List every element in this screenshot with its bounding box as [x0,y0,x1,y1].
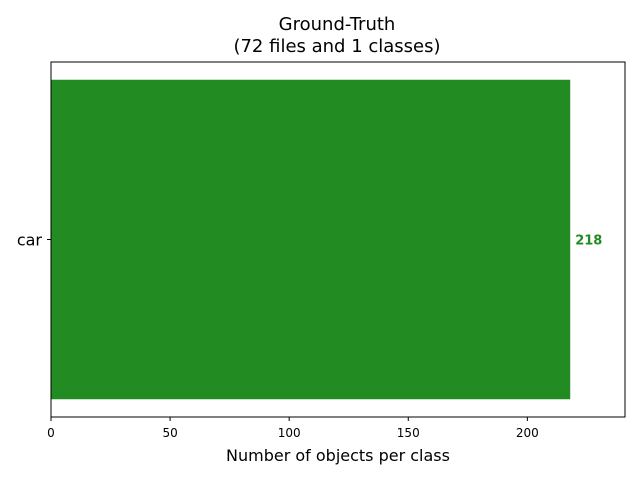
x-axis-label: Number of objects per class [226,446,450,465]
x-tick-label: 0 [47,426,55,440]
value-label-car: 218 [575,234,602,249]
chart-subtitle: (72 files and 1 classes) [233,36,440,57]
axes-layer: car 0 50 100 150 200 [17,61,626,440]
x-tick-label: 50 [162,426,177,440]
bar-car [51,79,571,400]
x-tick-label: 150 [397,426,420,440]
chart-title: Ground-Truth [279,14,396,35]
plot-frame [50,61,626,418]
y-tick-label-car: car [17,231,43,250]
bars-layer: 218 [51,79,602,400]
x-tick-label: 100 [278,426,301,440]
x-tick-label: 200 [516,426,539,440]
